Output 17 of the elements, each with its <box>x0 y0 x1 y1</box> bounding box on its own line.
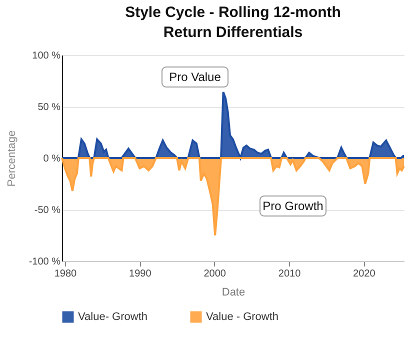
x-axis-title: Date <box>222 286 246 298</box>
annotation: Pro Growth <box>262 199 324 213</box>
x-tick-label: 1990 <box>129 268 152 280</box>
chart-title: Style Cycle - Rolling 12-month Return Differentials <box>125 4 341 41</box>
legend-label: Value - Growth <box>206 311 279 323</box>
x-tick-label: 2010 <box>278 268 302 280</box>
x-tick-label: 2000 <box>204 268 226 280</box>
y-tick-label: 0 % <box>43 154 61 164</box>
y-tick-label: -100 % <box>28 256 61 268</box>
legend-label: Value- Growth <box>78 311 148 323</box>
y-tick-label: 50 % <box>38 102 61 113</box>
y-tick-label: -50 % <box>34 205 61 216</box>
annotation: Pro Value <box>169 70 222 84</box>
y-tick-label: 100 % <box>32 50 61 62</box>
y-axis-title: Percentage <box>6 130 18 187</box>
x-tick-label: 1980 <box>54 268 78 280</box>
x-tick-label: 2020 <box>353 268 376 280</box>
